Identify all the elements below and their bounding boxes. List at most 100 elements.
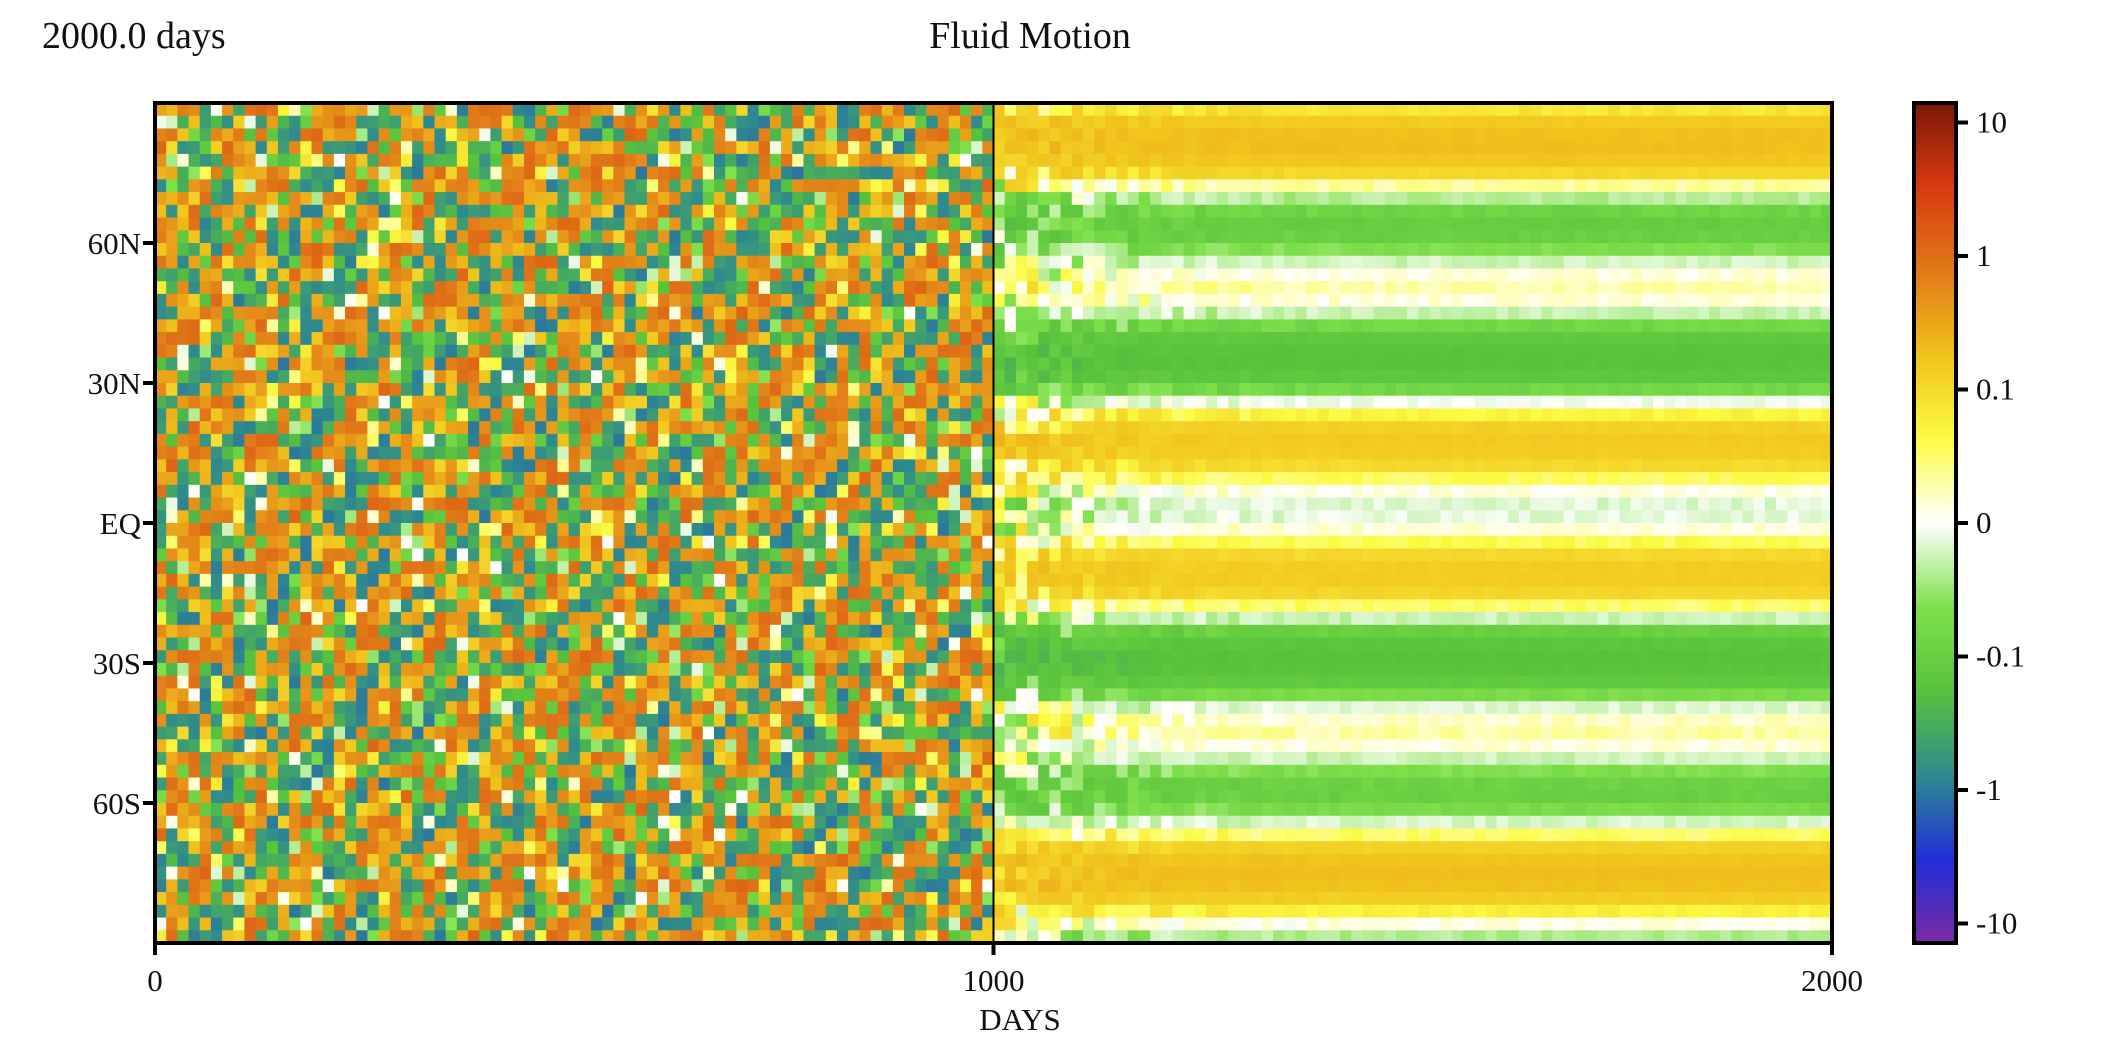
heat-cell — [512, 357, 525, 371]
heat-cell — [769, 306, 782, 320]
heat-cell — [848, 637, 860, 651]
heat-cell — [613, 803, 626, 817]
heat-cell — [769, 523, 782, 537]
heat-cell — [836, 446, 849, 460]
heat-cell — [591, 612, 603, 626]
heat-cell — [635, 293, 648, 308]
heat-cell — [266, 548, 279, 562]
heat-cell — [646, 319, 659, 333]
heat-cell — [691, 472, 704, 486]
heat-cell — [523, 853, 536, 868]
heat-cell — [904, 230, 916, 244]
heat-cell — [825, 306, 838, 320]
heat-cell — [445, 892, 458, 906]
heat-cell — [881, 726, 894, 740]
heat-cell — [859, 204, 872, 219]
heat-cell — [412, 281, 424, 295]
heat-cell — [255, 472, 268, 486]
heat-cell — [814, 548, 827, 562]
heat-cell — [188, 395, 201, 410]
heat-cell — [635, 879, 648, 893]
heat-cell — [289, 726, 301, 740]
heat-cell — [881, 853, 894, 868]
heat-cell — [747, 599, 760, 613]
heat-cell — [870, 115, 883, 130]
heat-cell — [848, 332, 860, 346]
heat-cell — [825, 179, 838, 193]
heat-cell — [747, 675, 760, 690]
heat-cell — [199, 510, 212, 524]
heat-cell — [646, 726, 659, 740]
heat-cell — [814, 472, 827, 486]
heat-cell — [311, 357, 324, 371]
heat-cell — [266, 332, 279, 346]
heat-cell — [646, 166, 659, 180]
heat-cell — [177, 561, 190, 575]
heat-cell — [591, 688, 603, 702]
heat-cell — [557, 370, 570, 384]
heat-cell — [266, 777, 279, 791]
heat-cell — [680, 650, 693, 664]
heat-cell — [445, 904, 458, 919]
heat-cell — [971, 204, 983, 219]
heat-cell — [926, 535, 939, 550]
heat-cell — [669, 459, 682, 473]
heat-cell — [993, 204, 1006, 219]
heat-cell — [836, 561, 849, 575]
heat-cell — [758, 332, 771, 346]
heat-cell — [400, 561, 413, 575]
heat-cell — [971, 650, 983, 664]
heat-cell — [289, 344, 301, 359]
heat-cell — [289, 701, 301, 715]
heat-cell — [725, 764, 737, 779]
heat-cell — [848, 726, 860, 740]
heat-cell — [456, 459, 469, 473]
heat-cell — [702, 408, 715, 422]
heat-cell — [378, 293, 391, 308]
heat-cell — [915, 421, 928, 435]
heat-cell — [904, 650, 916, 664]
heat-cell — [904, 612, 916, 626]
heat-cell — [926, 255, 939, 270]
heat-cell — [434, 904, 447, 919]
heat-cell — [412, 841, 424, 855]
heat-cell — [591, 879, 603, 893]
heat-cell — [244, 332, 257, 346]
heat-cell — [255, 319, 268, 333]
heat-cell — [971, 573, 983, 588]
heat-cell — [926, 726, 939, 740]
heat-cell — [333, 752, 346, 766]
heat-cell — [277, 281, 290, 295]
heat-cell — [535, 383, 547, 397]
heat-cell — [333, 153, 346, 168]
heat-cell — [658, 166, 670, 180]
heat-cell — [300, 128, 313, 142]
heat-cell — [244, 243, 257, 257]
heat-cell — [166, 230, 178, 244]
heat-cell — [781, 357, 793, 371]
heat-cell — [613, 179, 626, 193]
heat-cell — [915, 764, 928, 779]
heat-cell — [535, 650, 547, 664]
heat-cell — [468, 217, 480, 231]
heat-cell — [747, 217, 760, 231]
heat-cell — [881, 230, 894, 244]
heat-cell — [725, 433, 737, 448]
heat-cell — [725, 332, 737, 346]
heat-cell — [523, 828, 536, 842]
heat-cell — [378, 497, 391, 511]
heat-cell — [714, 433, 726, 448]
heat-cell — [658, 459, 670, 473]
heat-cell — [445, 523, 458, 537]
heat-cell — [691, 828, 704, 842]
heat-cell — [155, 573, 167, 588]
heat-cell — [277, 917, 290, 931]
heat-cell — [311, 446, 324, 460]
heat-cell — [389, 841, 402, 855]
heat-cell — [546, 472, 559, 486]
heat-cell — [658, 917, 670, 931]
heat-cell — [434, 701, 447, 715]
heat-cell — [434, 892, 447, 906]
heat-cell — [546, 688, 559, 702]
heat-cell — [311, 383, 324, 397]
